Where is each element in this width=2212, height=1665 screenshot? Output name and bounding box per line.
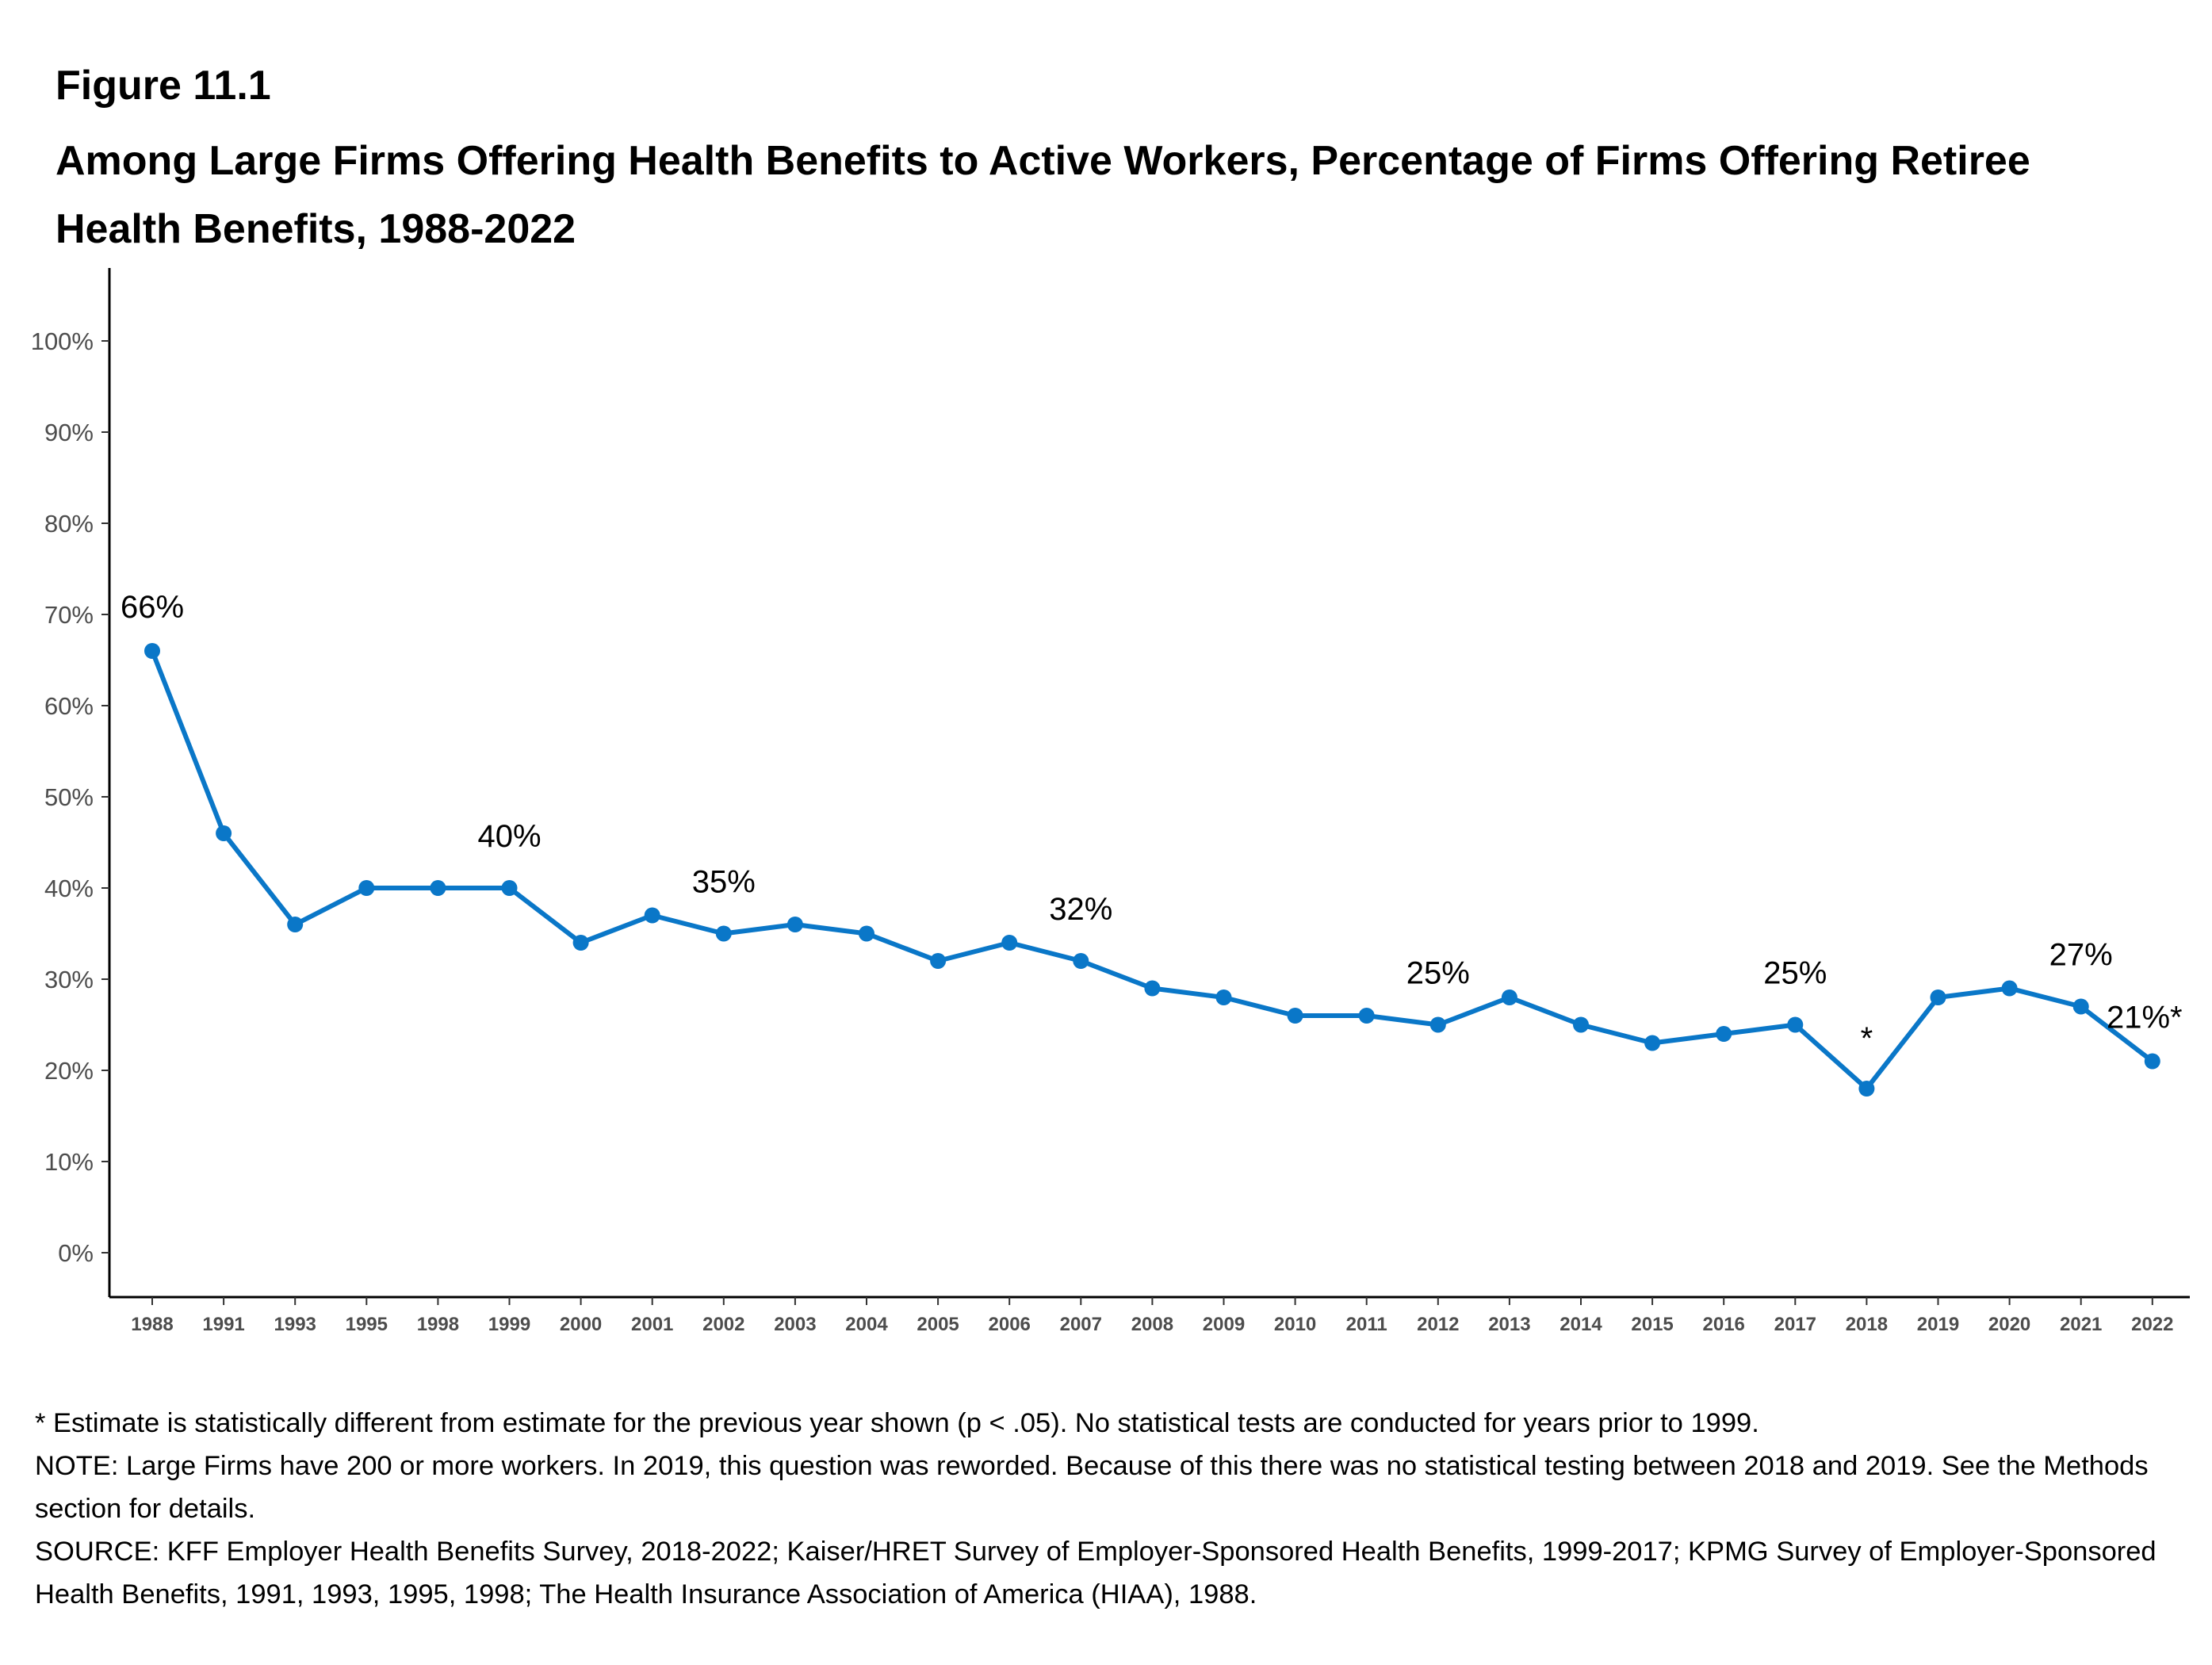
x-tick-label: 2015	[1631, 1314, 1673, 1335]
data-point	[2072, 998, 2089, 1015]
data-point	[1501, 989, 1517, 1005]
x-tick-label: 1998	[417, 1314, 459, 1335]
data-point	[2001, 980, 2018, 997]
y-tick-label: 60%	[44, 692, 94, 720]
x-tick-label: 2014	[1559, 1314, 1602, 1335]
footnote-note: NOTE: Large Firms have 200 or more worke…	[35, 1451, 2149, 1524]
y-tick-label: 90%	[44, 419, 94, 446]
x-tick-label: 2019	[1917, 1314, 1959, 1335]
x-tick-label: 2020	[1988, 1314, 2030, 1335]
data-label: 66%	[121, 590, 184, 625]
x-tick-label: 2018	[1846, 1314, 1888, 1335]
x-tick-label: 2008	[1131, 1314, 1173, 1335]
y-tick-label: 0%	[58, 1239, 94, 1267]
x-tick-label: 1995	[346, 1314, 388, 1335]
data-point	[216, 825, 232, 841]
y-axis-ticks: 0% 10% 20% 30% 40% 50% 60% 70% 80% 90% 100%	[31, 327, 109, 1267]
data-point	[287, 917, 304, 932]
data-label: 25%	[1763, 956, 1827, 991]
data-point	[1144, 980, 1161, 997]
data-label: 40%	[477, 819, 541, 854]
x-tick-label: 2022	[2131, 1314, 2173, 1335]
series	[144, 643, 2160, 1097]
x-tick-label: 2017	[1774, 1314, 1816, 1335]
data-point	[430, 880, 446, 896]
x-tick-label: 2006	[989, 1314, 1031, 1335]
chart-title: Among Large Firms Offering Health Benefi…	[55, 138, 2030, 252]
y-tick-label: 10%	[44, 1148, 94, 1176]
y-tick-label: 40%	[44, 875, 94, 902]
chart-axes	[108, 268, 2190, 1299]
x-tick-label: 2013	[1488, 1314, 1530, 1335]
data-point	[1787, 1016, 1804, 1033]
data-point	[1429, 1016, 1446, 1033]
data-point	[501, 880, 518, 896]
data-label: 35%	[692, 865, 756, 900]
data-point	[859, 925, 874, 942]
y-tick-label: 80%	[44, 510, 94, 538]
data-point	[715, 925, 732, 942]
data-point	[1858, 1081, 1875, 1097]
figure-label: Figure 11.1	[55, 63, 271, 109]
x-tick-label: 2007	[1060, 1314, 1102, 1335]
data-point	[1930, 989, 1946, 1005]
x-tick-label: 2002	[702, 1314, 744, 1335]
x-tick-label: 2010	[1274, 1314, 1316, 1335]
x-tick-label: 2003	[774, 1314, 816, 1335]
x-tick-label: 2000	[560, 1314, 602, 1335]
y-tick-label: 70%	[44, 601, 94, 629]
series-line	[150, 649, 2154, 1091]
x-tick-label: 2005	[917, 1314, 959, 1335]
data-label: 32%	[1049, 892, 1112, 927]
x-tick-label: 1993	[274, 1314, 316, 1335]
data-point	[1073, 953, 1089, 969]
x-tick-label: 2016	[1703, 1314, 1745, 1335]
y-tick-label: 100%	[31, 327, 94, 355]
data-point	[1358, 1008, 1375, 1024]
x-tick-label: 2009	[1203, 1314, 1245, 1335]
footnote-source: SOURCE: KFF Employer Health Benefits Sur…	[35, 1537, 2157, 1610]
x-tick-label: 2004	[845, 1314, 888, 1335]
x-tick-label: 1991	[202, 1314, 244, 1335]
data-point	[1001, 935, 1018, 951]
data-label: *	[1861, 1021, 1873, 1056]
x-tick-label: 2011	[1346, 1314, 1387, 1335]
data-label: 21%*	[2107, 1001, 2183, 1035]
data-label: 25%	[1406, 956, 1470, 991]
y-tick-label: 20%	[44, 1057, 94, 1085]
x-tick-label: 2001	[631, 1314, 673, 1335]
data-point	[2144, 1053, 2160, 1070]
data-point	[1716, 1026, 1732, 1042]
footnotes: * Estimate is statistically different fr…	[35, 1402, 2176, 1616]
data-point	[572, 935, 589, 951]
line-chart: 0%10%20%30%40%50%60%70%80%90%100% 1988 19…	[31, 268, 2190, 1335]
x-tick-label: 1999	[488, 1314, 530, 1335]
x-tick-label: 1988	[131, 1314, 173, 1335]
data-point	[930, 953, 947, 969]
footnote-significance: * Estimate is statistically different fr…	[35, 1408, 1759, 1438]
y-tick-label: 30%	[44, 966, 94, 993]
x-tick-label: 2012	[1417, 1314, 1459, 1335]
data-point	[1287, 1008, 1303, 1024]
data-point	[1573, 1016, 1589, 1033]
y-tick-label: 50%	[44, 783, 94, 811]
data-point	[786, 917, 803, 932]
data-labels: 66% 40% 35% 32% 25% 25% * 27% 21%*	[121, 590, 2183, 1056]
data-point	[1644, 1035, 1661, 1051]
data-point	[144, 643, 160, 659]
x-tick-label: 2021	[2060, 1314, 2102, 1335]
data-point	[644, 907, 660, 924]
data-point	[1215, 989, 1232, 1005]
x-axis-ticks: 1988 1991 1993 1995 1998 1999 2000 2001 2002 2003…	[131, 1297, 2173, 1335]
data-label: 27%	[2049, 938, 2113, 973]
data-point	[358, 880, 375, 896]
